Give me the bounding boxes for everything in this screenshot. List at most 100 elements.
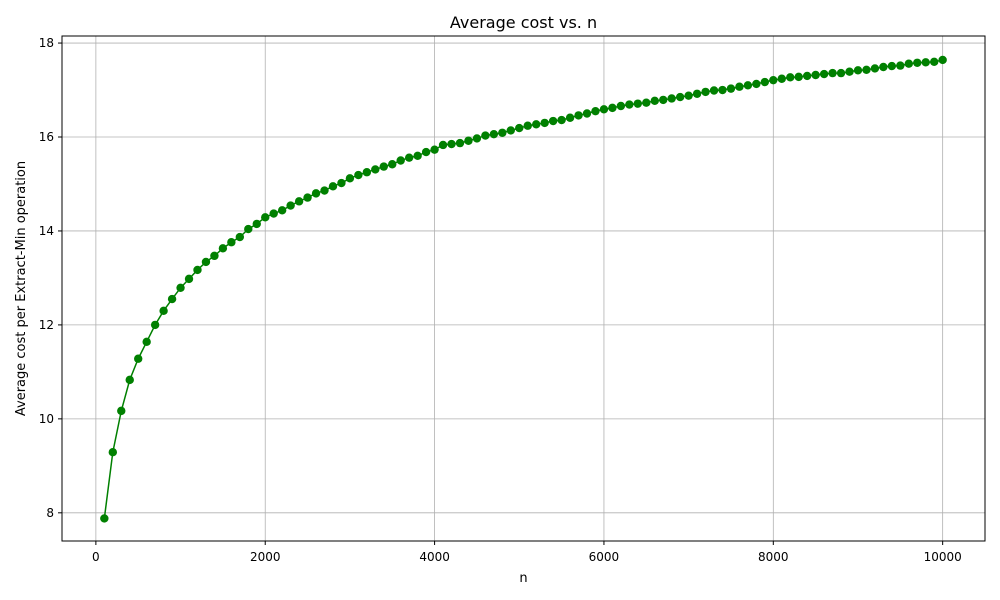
- data-point: [904, 59, 913, 68]
- data-point: [692, 89, 702, 98]
- series-line: [103, 59, 943, 519]
- data-point: [887, 61, 897, 71]
- y-tick-label: 8: [46, 506, 54, 520]
- data-point: [227, 238, 236, 247]
- y-tick-label: 16: [39, 130, 54, 144]
- data-point: [684, 91, 693, 100]
- y-tick-label: 10: [39, 412, 54, 426]
- data-point: [735, 82, 744, 91]
- y-tick-label: 18: [39, 36, 54, 50]
- data-point: [760, 77, 770, 87]
- data-point: [625, 100, 634, 109]
- data-point: [201, 257, 211, 267]
- data-point: [345, 174, 355, 183]
- data-point: [574, 111, 583, 120]
- data-point: [117, 406, 126, 416]
- data-series: [100, 55, 947, 523]
- data-point: [582, 109, 592, 118]
- data-point: [464, 136, 473, 145]
- data-point: [388, 160, 397, 169]
- data-point: [506, 126, 515, 135]
- y-tick-label: 14: [39, 224, 54, 238]
- data-point: [167, 294, 177, 304]
- data-point: [294, 197, 304, 206]
- data-point: [836, 68, 846, 78]
- data-point: [853, 66, 863, 75]
- x-tick-label: 0: [92, 550, 100, 564]
- data-point: [845, 67, 854, 76]
- data-point: [938, 55, 947, 65]
- data-point: [718, 85, 727, 95]
- data-point: [540, 118, 549, 128]
- data-point: [252, 219, 261, 229]
- data-point: [134, 354, 143, 363]
- data-point: [150, 320, 160, 330]
- data-point: [328, 182, 338, 191]
- data-point: [235, 232, 245, 242]
- data-point: [455, 138, 465, 148]
- data-point: [642, 98, 651, 107]
- data-point: [337, 178, 346, 188]
- data-point: [320, 186, 329, 195]
- data-point: [650, 96, 659, 106]
- data-point: [489, 129, 499, 139]
- data-point: [354, 170, 363, 180]
- chart-title: Average cost vs. n: [450, 13, 597, 32]
- y-tick-label: 12: [39, 318, 54, 332]
- data-point: [726, 84, 736, 93]
- data-point: [210, 251, 219, 261]
- data-point: [481, 131, 490, 140]
- data-point: [743, 81, 753, 90]
- data-point: [311, 189, 321, 198]
- data-point: [608, 103, 617, 113]
- x-tick-label: 10000: [924, 550, 962, 564]
- data-point: [379, 162, 388, 171]
- data-point: [633, 99, 643, 108]
- data-point: [557, 115, 566, 125]
- data-point: [828, 68, 837, 78]
- data-point: [921, 58, 930, 67]
- plot-frame: [61, 35, 986, 542]
- data-point: [286, 201, 295, 210]
- data-point: [929, 57, 939, 67]
- data-point: [515, 123, 524, 133]
- data-point: [599, 105, 609, 114]
- data-point: [769, 75, 778, 85]
- data-point: [421, 147, 431, 157]
- data-point: [277, 206, 287, 215]
- data-point: [675, 92, 685, 102]
- data-point: [794, 72, 803, 82]
- data-point: [108, 448, 118, 457]
- data-point: [447, 139, 456, 149]
- data-point: [819, 69, 829, 79]
- data-point: [218, 244, 228, 253]
- data-point: [659, 95, 668, 105]
- data-point: [701, 87, 710, 97]
- x-tick-label: 4000: [419, 550, 450, 564]
- data-point: [811, 70, 820, 80]
- data-point: [184, 274, 194, 284]
- x-axis-label: n: [519, 571, 527, 586]
- x-tick-label: 6000: [589, 550, 620, 564]
- data-point: [371, 165, 380, 174]
- data-point: [413, 151, 422, 160]
- data-point: [802, 71, 812, 81]
- data-point: [896, 61, 905, 70]
- data-point: [303, 193, 312, 202]
- data-point: [244, 224, 253, 234]
- data-point: [261, 213, 270, 222]
- data-point: [438, 140, 448, 150]
- data-point: [498, 128, 507, 137]
- data-point: [591, 106, 600, 116]
- data-point: [616, 101, 626, 111]
- data-point: [430, 145, 439, 154]
- data-point: [404, 153, 414, 162]
- data-point: [396, 156, 405, 165]
- data-point: [752, 79, 761, 89]
- data-point: [362, 168, 372, 177]
- gridlines: [62, 36, 985, 541]
- data-point: [159, 306, 168, 316]
